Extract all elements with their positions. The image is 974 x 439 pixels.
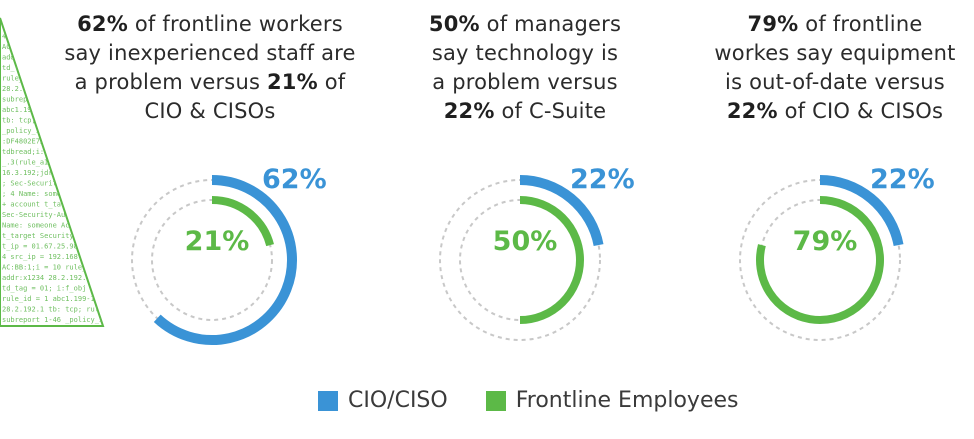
code-text-line: tdbread;i:F_now ; bbox=[2, 148, 74, 156]
caption-text: of C-Suite bbox=[494, 99, 607, 123]
caption-line: a problem versus bbox=[370, 68, 680, 97]
donut-label-frontline: 50% bbox=[493, 226, 558, 257]
caption-line: say technology is bbox=[370, 39, 680, 68]
caption-line: is out-of-date versus bbox=[680, 68, 974, 97]
donut-chart-inexperienced-staff: 62% 21% bbox=[131, 164, 327, 345]
caption-stat: 50% bbox=[428, 12, 480, 36]
code-triangle-decoration: t_ip = 01.67.25.98 addr:x1234 4 src_ip = … bbox=[0, 17, 110, 335]
code-text-line: AC:BB:1;i = 10 rule_id = 1 bbox=[2, 264, 110, 272]
caption-text: of frontline workers bbox=[127, 12, 343, 36]
code-text-line: td_tag = 01; i:f_obj subreport 1-46 bbox=[2, 285, 110, 293]
caption-text: of frontline bbox=[798, 12, 923, 36]
code-text-line: rule_id = 1 abc1.199-1 bbox=[2, 295, 95, 303]
code-text-line: t_ip = 01.67.25.98 addr:x1234 bbox=[2, 243, 110, 251]
legend-swatch-frontline bbox=[485, 390, 506, 411]
caption-stat: 62% bbox=[77, 12, 128, 36]
code-text-line: _.3(rule_aId ; 4 bbox=[2, 159, 69, 167]
code-text-line: :DF4802E7X2 16.3.192;jdreport bbox=[2, 138, 110, 146]
donut-arc-cio bbox=[153, 175, 297, 345]
donut-arc-frontline bbox=[756, 196, 884, 324]
caption-inexperienced-staff: 62% of frontline workers say inexperience… bbox=[55, 10, 365, 126]
caption-line: a problem versus 21% of bbox=[55, 68, 365, 97]
caption-stat: 79% bbox=[747, 12, 799, 36]
donut-label-cio: 62% bbox=[262, 164, 327, 195]
donut-label-frontline: 21% bbox=[185, 226, 250, 257]
legend: CIO/CISO Frontline Employees bbox=[318, 388, 776, 413]
caption-text: say technology is bbox=[431, 41, 619, 65]
code-text-line: t_target Security ID AC:BB:1;i = 10 bbox=[2, 232, 110, 240]
caption-line: 50% of managers bbox=[370, 10, 680, 39]
donut-label-cio: 22% bbox=[870, 164, 935, 195]
caption-line: 22% of C-Suite bbox=[370, 97, 680, 126]
donut-arc-cio bbox=[519, 175, 604, 247]
legend-label-cio: CIO/CISO bbox=[348, 388, 448, 413]
caption-equipment: 79% of frontline workes say equipment is o… bbox=[680, 10, 974, 126]
caption-line: 62% of frontline workers bbox=[55, 10, 365, 39]
code-text-line: subreport 1-46 _policy_id tag bbox=[2, 316, 110, 324]
legend-item-frontline: Frontline Employees bbox=[485, 388, 739, 413]
code-text-line: Name: someone Account 4 src_ip = 192.168 bbox=[2, 222, 110, 230]
donut-chart-equipment: 22% 79% bbox=[739, 164, 935, 341]
caption-stat: 22% bbox=[726, 99, 778, 123]
code-text-line: addr:x1234 28.2.192.1 bbox=[2, 274, 91, 282]
caption-line: workes say equipment bbox=[680, 39, 974, 68]
caption-text: of managers bbox=[479, 12, 622, 36]
donut-arc-cio bbox=[819, 175, 904, 247]
code-text-line: ; 4 Name: someone Account bbox=[2, 190, 107, 198]
caption-line: 22% of CIO & CISOs bbox=[680, 97, 974, 126]
donut-label-frontline: 79% bbox=[793, 226, 858, 257]
caption-technology: 50% of managers say technology is a proble… bbox=[370, 10, 680, 126]
caption-stat: 21% bbox=[266, 70, 318, 94]
caption-line: 79% of frontline bbox=[680, 10, 974, 39]
triangle-outline bbox=[0, 17, 105, 327]
code-text-line: 4 src_ip = 192.168 td_tag = 01; i:f_obj bbox=[2, 253, 110, 261]
code-text-line: Sec-Security-Auditing t_ip = 01.67.25.98 bbox=[2, 211, 110, 219]
caption-text: CIO & CISOs bbox=[144, 99, 276, 123]
caption-text: is out-of-date versus bbox=[725, 70, 945, 94]
code-text-line: abc1.199-1 :DF4802E7X2 bbox=[2, 327, 95, 335]
caption-text: say inexperienced staff are bbox=[64, 41, 356, 65]
code-text-line: _policy_id tag _.3(rule_aId bbox=[2, 127, 110, 135]
caption-text: a problem versus bbox=[74, 70, 267, 94]
donut-label-cio: 22% bbox=[570, 164, 635, 195]
code-text-line: ; Sec-Security-Auditing bbox=[2, 180, 99, 188]
donut-chart-technology: 22% 50% bbox=[439, 164, 635, 341]
caption-stat: 22% bbox=[443, 99, 495, 123]
caption-text: of CIO & CISOs bbox=[777, 99, 944, 123]
legend-label-frontline: Frontline Employees bbox=[515, 388, 739, 413]
donut-arc-frontline bbox=[519, 196, 584, 324]
code-text-line: + account t_target Security ID bbox=[2, 201, 110, 209]
caption-line: CIO & CISOs bbox=[55, 97, 365, 126]
caption-text: workes say equipment bbox=[714, 41, 956, 65]
caption-text: of bbox=[317, 70, 346, 94]
donut-arc-frontline bbox=[211, 196, 274, 247]
code-text-line: 28.2.192.1 tb: tcp; rule bbox=[2, 306, 103, 314]
legend-swatch-cio bbox=[318, 390, 338, 411]
code-text-line: 16.3.192;jdreport + account bbox=[2, 169, 110, 177]
caption-line: say inexperienced staff are bbox=[55, 39, 365, 68]
caption-text: a problem versus bbox=[432, 70, 618, 94]
legend-item-cio: CIO/CISO bbox=[318, 388, 448, 413]
